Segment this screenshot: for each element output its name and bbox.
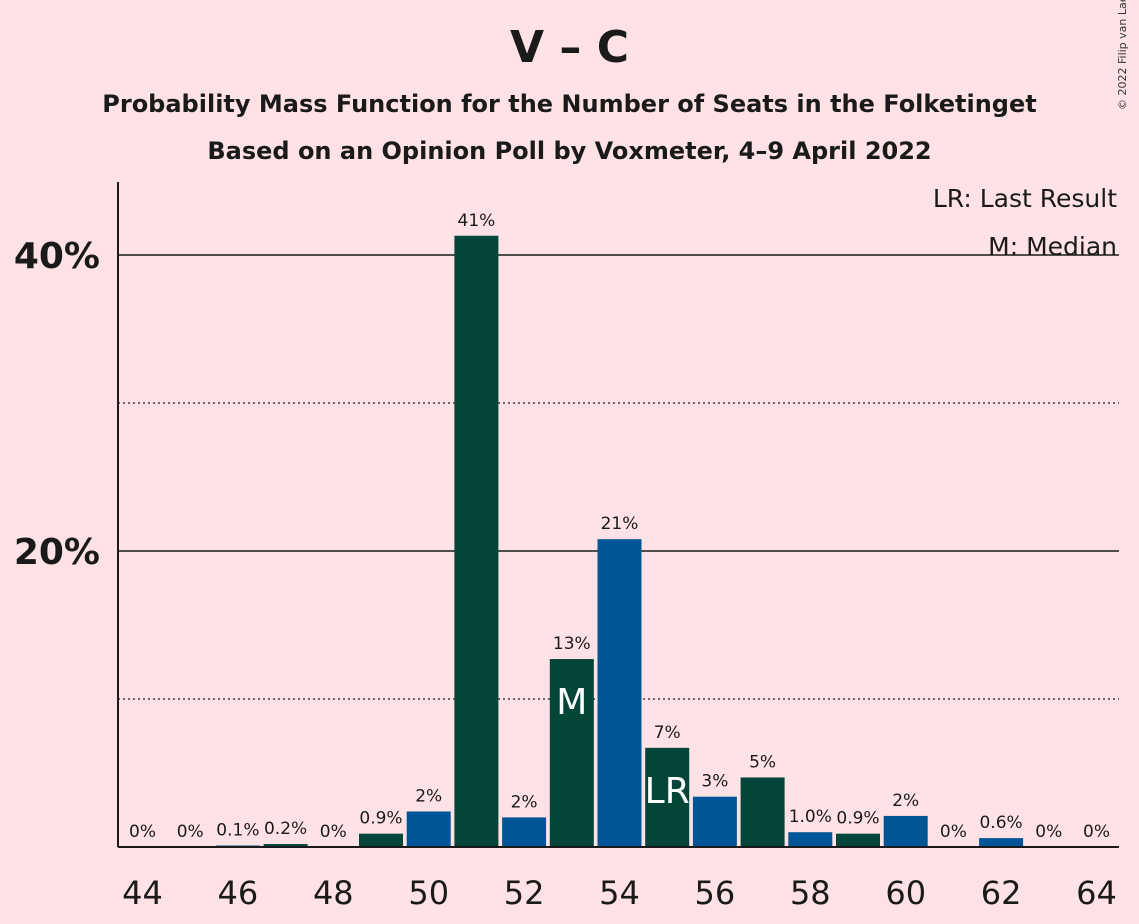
y-tick-label: 20% (14, 532, 100, 573)
bar (263, 844, 308, 847)
bar-value-label: 0.6% (979, 813, 1022, 833)
bar (645, 747, 690, 847)
bar-value-label: 2% (511, 792, 538, 812)
bar-value-label: 13% (553, 634, 591, 654)
bar-value-label: 7% (654, 723, 681, 743)
bar-value-label: 1.0% (789, 807, 832, 827)
bar-value-label: 0.9% (836, 809, 879, 829)
bar (502, 817, 547, 847)
bar-marker-lr: LR (645, 771, 690, 812)
bar-value-label: 0% (129, 822, 156, 842)
bar-marker-m: M (556, 682, 587, 723)
x-tick-label: 54 (599, 874, 640, 912)
bar-value-label: 0.9% (359, 809, 402, 829)
bar (883, 815, 928, 847)
x-tick-label: 60 (885, 874, 926, 912)
bar-value-label: 0% (320, 822, 347, 842)
bar (740, 777, 785, 847)
x-tick-label: 52 (504, 874, 545, 912)
bar-value-label: 2% (892, 791, 919, 811)
chart-source-line: Based on an Opinion Poll by Voxmeter, 4–… (207, 137, 932, 165)
bar-value-label: 41% (458, 211, 496, 231)
x-tick-label: 64 (1076, 874, 1117, 912)
chart-subtitle: Probability Mass Function for the Number… (102, 90, 1037, 118)
bar-value-label: 0% (1035, 822, 1062, 842)
bar (359, 833, 403, 847)
bar (836, 833, 880, 847)
legend-last-result: LR: Last Result (932, 184, 1117, 213)
x-tick-label: 62 (981, 874, 1022, 912)
bar-value-label: 0.1% (216, 821, 259, 841)
legend-median: M: Median (988, 232, 1117, 261)
bar-value-label: 0% (1083, 822, 1110, 842)
chart-title: V – C (510, 22, 629, 73)
bar-value-label: 0% (940, 822, 967, 842)
bar-value-label: 5% (749, 752, 776, 772)
x-tick-label: 50 (408, 874, 449, 912)
bar-value-label: 3% (701, 772, 728, 792)
y-tick-label: 40% (14, 236, 100, 277)
x-tick-label: 58 (790, 874, 831, 912)
x-tick-label: 48 (313, 874, 354, 912)
x-tick-label: 56 (695, 874, 736, 912)
bar (788, 832, 833, 847)
bar-value-label: 21% (601, 514, 639, 534)
bar-value-label: 0.2% (264, 819, 307, 839)
bar (597, 539, 642, 847)
x-tick-label: 46 (218, 874, 259, 912)
bar (549, 659, 594, 847)
bar-value-label: 2% (415, 786, 442, 806)
bar (406, 811, 451, 847)
bar (979, 838, 1024, 847)
bar-value-label: 0% (177, 822, 204, 842)
bar (454, 235, 499, 847)
x-tick-label: 44 (122, 874, 163, 912)
bar (692, 796, 737, 847)
